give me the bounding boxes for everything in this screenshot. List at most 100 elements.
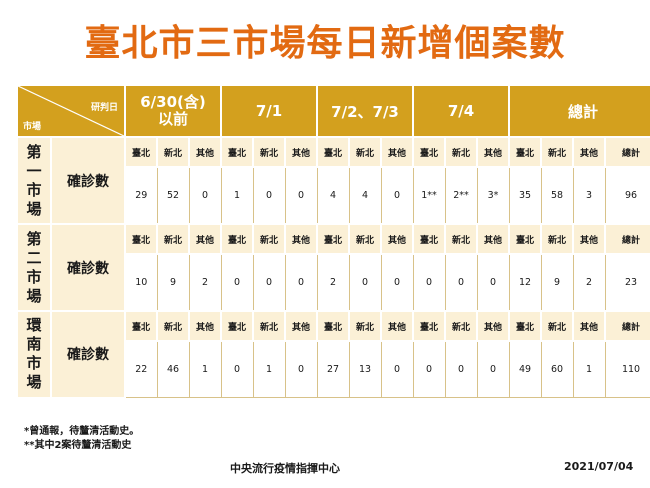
case-count-cell: 2 — [188, 253, 222, 312]
total-count-cell: 23 — [604, 253, 650, 312]
case-count-cell: 10 — [124, 253, 158, 312]
sub-column-label: 新北 — [156, 310, 190, 342]
metric-label: 確診數 — [50, 223, 126, 312]
sub-column-label: 臺北 — [220, 310, 255, 342]
total-count-cell: 58 — [540, 166, 574, 225]
case-count-cell: 0 — [476, 253, 510, 312]
sub-column-label: 其他 — [187, 136, 223, 168]
case-table: 研判日 市場 6/30(含) 以前 7/1 7/2、7/3 7/4 總計 第 一… — [16, 84, 650, 399]
sub-column-label: 臺北 — [124, 310, 158, 342]
total-sub-column-label: 總計 — [604, 223, 650, 255]
sub-column-label: 臺北 — [220, 223, 255, 255]
sub-column-label: 其他 — [476, 310, 511, 342]
case-count-cell: 0 — [476, 340, 510, 398]
sub-column-label: 新北 — [252, 310, 287, 342]
case-count-cell: 1 — [252, 340, 286, 398]
case-count-cell: 0 — [380, 253, 414, 312]
total-count-cell: 96 — [604, 166, 650, 225]
sub-column-label: 新北 — [444, 223, 479, 255]
case-count-cell: 13 — [348, 340, 382, 398]
sub-column-label: 其他 — [476, 136, 511, 168]
footer-date: 2021/07/04 — [564, 460, 634, 473]
market-name: 第 一 市 場 — [16, 136, 52, 225]
metric-label: 確診數 — [50, 136, 126, 225]
sub-column-label: 臺北 — [316, 310, 351, 342]
case-count-cell: 0 — [284, 166, 318, 225]
period-header-0701: 7/1 — [220, 84, 319, 138]
case-count-cell: 1** — [412, 166, 446, 225]
case-count-cell: 22 — [124, 340, 158, 398]
sub-column-label: 臺北 — [412, 136, 447, 168]
sub-column-label: 臺北 — [124, 223, 158, 255]
sub-column-label: 其他 — [380, 310, 415, 342]
sub-column-label: 新北 — [252, 223, 287, 255]
total-sub-column-label: 臺北 — [508, 223, 543, 255]
total-count-cell: 3 — [572, 166, 606, 225]
case-count-cell: 0 — [220, 253, 254, 312]
case-count-cell: 9 — [156, 253, 190, 312]
sub-column-label: 其他 — [380, 136, 415, 168]
total-count-cell: 1 — [572, 340, 606, 398]
case-count-cell: 27 — [316, 340, 350, 398]
case-count-cell: 29 — [124, 166, 158, 225]
case-count-cell: 2** — [444, 166, 478, 225]
sub-column-label: 臺北 — [412, 310, 447, 342]
corner-diagonal-line — [18, 86, 124, 136]
case-count-cell: 4 — [348, 166, 382, 225]
period-header-total: 總計 — [508, 84, 650, 138]
footer-organization: 中央流行疫情指揮中心 — [230, 462, 340, 475]
total-sub-column-label: 臺北 — [508, 136, 543, 168]
period-header-0702-0703: 7/2、7/3 — [316, 84, 415, 138]
case-count-cell: 46 — [156, 340, 190, 398]
case-count-cell: 0 — [380, 340, 414, 398]
sub-column-label: 其他 — [476, 223, 511, 255]
period-header-0704: 7/4 — [412, 84, 511, 138]
sub-column-label: 其他 — [284, 136, 319, 168]
market-name: 第 二 市 場 — [16, 223, 52, 312]
total-sub-column-label: 新北 — [540, 136, 575, 168]
total-sub-column-label: 臺北 — [508, 310, 543, 342]
total-count-cell: 60 — [540, 340, 574, 398]
sub-column-label: 其他 — [284, 310, 319, 342]
corner-label-date: 研判日 — [90, 103, 118, 113]
total-sub-column-label: 其他 — [572, 310, 607, 342]
total-count-cell: 49 — [508, 340, 542, 398]
total-sub-column-label: 總計 — [604, 136, 650, 168]
footnote-single-star: *曾通報，待釐清活動史。 — [24, 426, 140, 437]
case-count-cell: 1 — [220, 166, 254, 225]
case-count-cell: 0 — [412, 340, 446, 398]
sub-column-label: 臺北 — [316, 136, 351, 168]
page-title: 臺北市三市場每日新增個案數 — [84, 23, 566, 64]
metric-label: 確診數 — [50, 310, 126, 399]
sub-column-label: 其他 — [380, 223, 415, 255]
case-count-cell: 3* — [476, 166, 510, 225]
corner-label-market: 市場 — [23, 122, 42, 132]
sub-column-label: 臺北 — [220, 136, 255, 168]
case-count-cell: 0 — [380, 166, 414, 225]
total-sub-column-label: 總計 — [604, 310, 650, 342]
total-sub-column-label: 新北 — [540, 223, 575, 255]
case-count-cell: 1 — [188, 340, 222, 398]
sub-column-label: 新北 — [156, 136, 190, 168]
sub-column-label: 新北 — [348, 136, 383, 168]
case-count-cell: 0 — [284, 253, 318, 312]
sub-column-label: 臺北 — [124, 136, 158, 168]
footnote-double-star: **其中2案待釐清活動史 — [24, 440, 132, 451]
sub-column-label: 臺北 — [412, 223, 447, 255]
sub-column-label: 新北 — [444, 136, 479, 168]
case-count-cell: 0 — [412, 253, 446, 312]
case-count-cell: 0 — [444, 253, 478, 312]
case-count-cell: 0 — [444, 340, 478, 398]
case-count-cell: 0 — [252, 253, 286, 312]
total-count-cell: 110 — [604, 340, 650, 398]
total-sub-column-label: 其他 — [572, 223, 607, 255]
period-header-0630: 6/30(含) 以前 — [123, 84, 223, 138]
sub-column-label: 新北 — [156, 223, 190, 255]
case-count-cell: 0 — [284, 340, 318, 398]
total-count-cell: 2 — [572, 253, 606, 312]
total-sub-column-label: 其他 — [572, 136, 607, 168]
case-count-cell: 0 — [188, 166, 222, 225]
sub-column-label: 新北 — [348, 310, 383, 342]
case-count-cell: 0 — [252, 166, 286, 225]
sub-column-label: 臺北 — [316, 223, 351, 255]
